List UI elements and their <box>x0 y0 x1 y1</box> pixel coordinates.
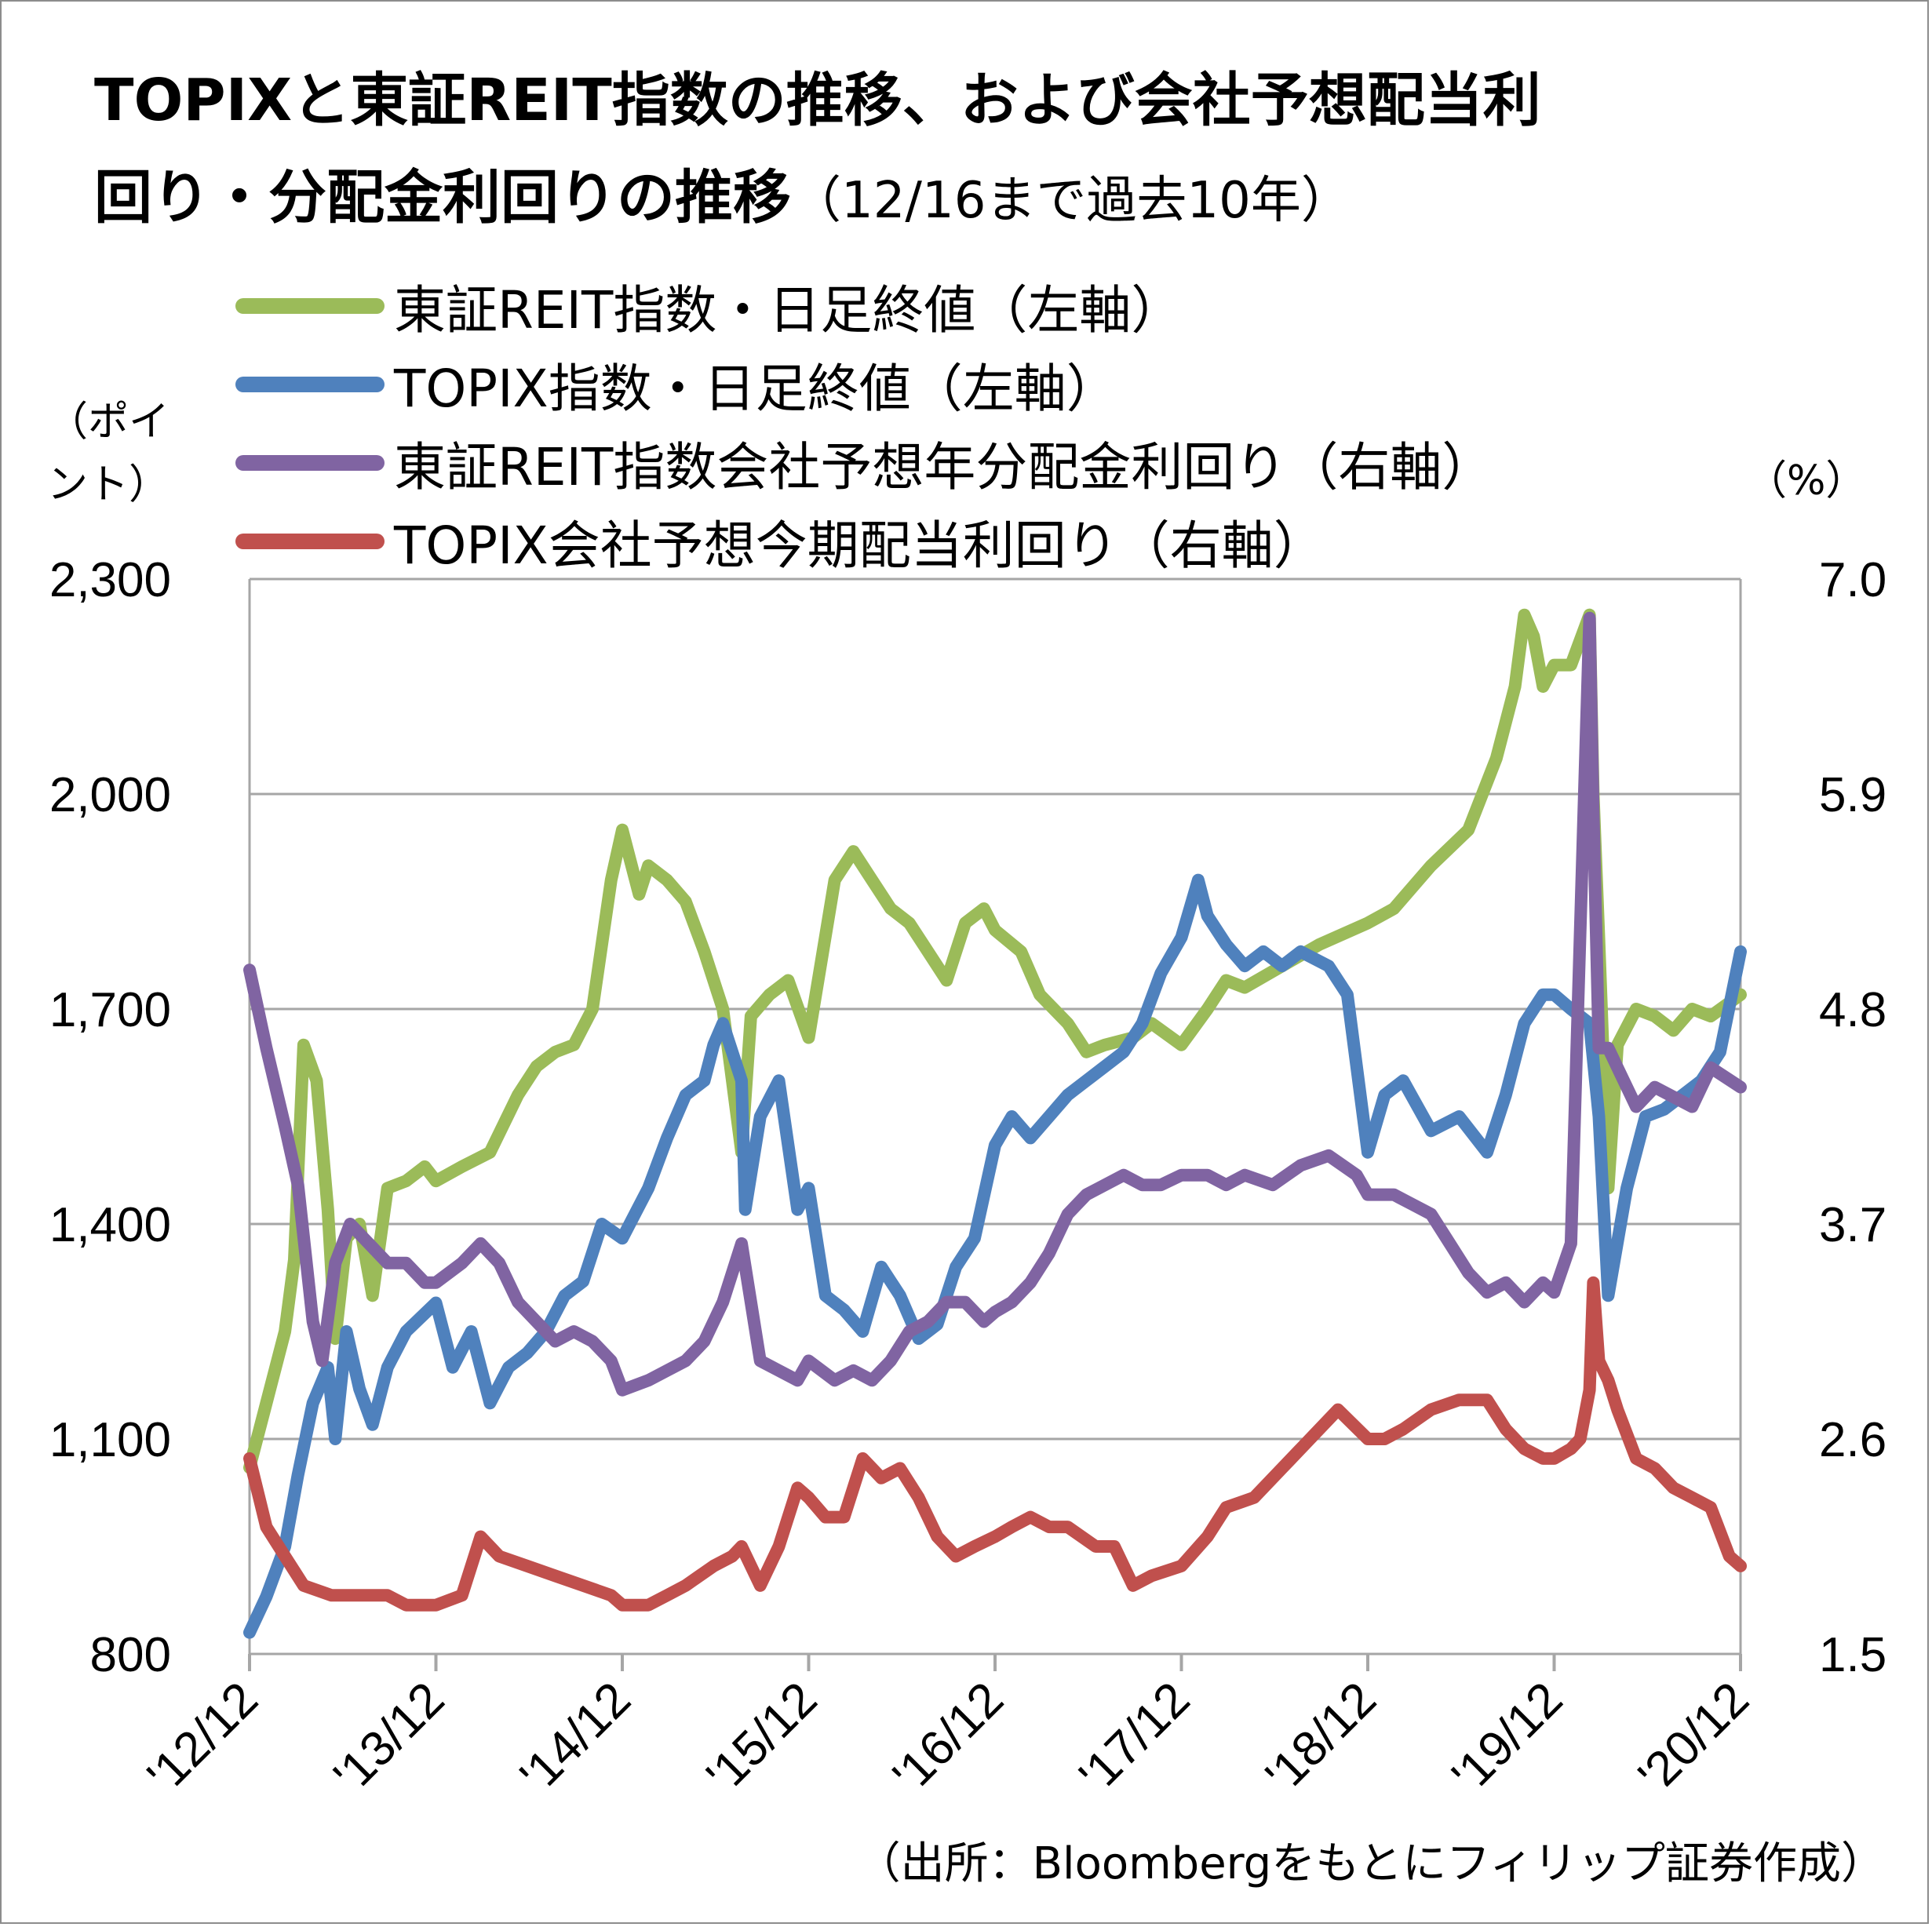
series-line-3 <box>243 1276 1747 1612</box>
right-axis-ticks: 7.0 5.9 4.8 3.7 2.6 1.5 <box>1819 553 1886 1682</box>
left-tick-label: 2,000 <box>49 768 171 822</box>
left-tick-label: 1,400 <box>49 1198 171 1252</box>
x-tick-label: '13/12 <box>324 1672 455 1803</box>
series-line-0 <box>243 608 1747 1474</box>
left-axis-ticks: 2,300 2,000 1,700 1,400 1,100 800 <box>49 553 171 1682</box>
x-axis: '12/12 '13/12 '14/12 '15/12 '16/12 '17/12 '18/… <box>137 1654 1759 1803</box>
x-tick-label: '18/12 <box>1256 1672 1387 1803</box>
right-tick-label: 4.8 <box>1819 983 1886 1037</box>
x-tick-label: '12/12 <box>137 1672 268 1803</box>
left-tick-label: 800 <box>90 1628 171 1682</box>
chart-title-line2: 回り・分配金利回りの推移（12/16まで過去10年） <box>94 151 1351 235</box>
left-tick-label: 1,100 <box>49 1413 171 1467</box>
x-tick-label: '19/12 <box>1442 1672 1573 1803</box>
legend-swatch-reit <box>235 298 385 314</box>
right-axis-unit: （%） <box>1746 457 1867 505</box>
right-tick-label: 7.0 <box>1819 553 1886 607</box>
x-tick-label: '16/12 <box>883 1672 1014 1803</box>
series-line-1 <box>243 873 1747 1639</box>
legend-label-reit: 東証REIT指数・日足終値（左軸） <box>394 280 1183 341</box>
right-tick-label: 1.5 <box>1819 1628 1886 1682</box>
right-tick-label: 5.9 <box>1819 768 1886 822</box>
left-axis-unit-line1: （ポイ <box>47 399 170 446</box>
legend-item-reit: 東証REIT指数・日足終値（左軸） <box>235 267 1183 345</box>
left-tick-label: 2,300 <box>49 553 171 607</box>
x-tick-label: '17/12 <box>1070 1672 1201 1803</box>
legend-label-reit-yield: 東証REIT指数会社予想年分配金利回り（右軸） <box>394 437 1494 497</box>
right-tick-label: 3.7 <box>1819 1198 1886 1252</box>
legend-label-topix: TOPIX指数・日足終値（左軸） <box>394 359 1118 419</box>
legend-item-reit-yield: 東証REIT指数会社予想年分配金利回り（右軸） <box>235 424 1493 502</box>
chart-title-line1: TOPIXと東証REIT指数の推移、および会社予想配当利 <box>94 67 1541 134</box>
chart-title-sub: （12/16まで過去10年） <box>791 172 1351 230</box>
right-tick-label: 2.6 <box>1819 1413 1886 1467</box>
chart-title-main: 回り・分配金利回りの推移 <box>94 164 791 231</box>
left-axis-unit-line2: ント） <box>47 461 170 508</box>
legend-swatch-topix <box>235 377 385 392</box>
x-tick-label: '14/12 <box>510 1672 641 1803</box>
legend-label-topix-yield: TOPIX会社予想今期配当利回り（右軸） <box>394 515 1325 576</box>
x-tick-label: '20/12 <box>1628 1672 1759 1803</box>
legend-swatch-topix-yield <box>235 534 385 549</box>
left-tick-label: 1,700 <box>49 983 171 1037</box>
legend-item-topix: TOPIX指数・日足終値（左軸） <box>235 345 1118 424</box>
legend-swatch-reit-yield <box>235 455 385 471</box>
source-note: （出所：Bloombergをもとにフィリップ証券作成） <box>856 1838 1885 1889</box>
legend-item-topix-yield: TOPIX会社予想今期配当利回り（右軸） <box>235 502 1325 581</box>
x-tick-label: '15/12 <box>697 1672 828 1803</box>
series-line-2 <box>243 611 1747 1397</box>
series-lines <box>243 608 1747 1639</box>
grid-lines <box>248 577 1742 1656</box>
